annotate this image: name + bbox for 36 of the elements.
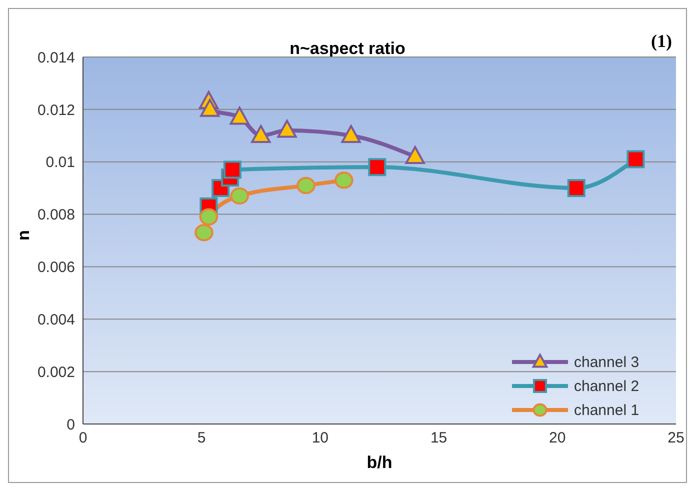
x-tick-label: 25 (668, 430, 684, 447)
y-tick-label: 0.002 (37, 364, 75, 381)
legend-label: channel 1 (574, 402, 640, 418)
point (626, 150, 645, 168)
x-tick-label: 0 (78, 430, 88, 447)
point (230, 187, 249, 205)
legend-label: channel 2 (574, 378, 640, 394)
point (567, 179, 586, 198)
point (341, 125, 361, 144)
x-tick-label: 15 (430, 430, 448, 447)
point (194, 224, 214, 242)
point (230, 106, 250, 125)
y-tick-label: 0.004 (37, 311, 75, 328)
point (277, 120, 297, 138)
y-tick-label: 0 (66, 416, 75, 434)
legend-label: channel 3 (574, 354, 640, 370)
text: (1) (651, 31, 672, 52)
point (251, 125, 271, 144)
point (405, 146, 425, 164)
point (223, 160, 242, 179)
x-axis-title: b/h (366, 453, 392, 472)
point (200, 98, 220, 117)
chart-title: n~aspect ratio (290, 39, 406, 58)
x-tick-label: 5 (197, 430, 206, 447)
y-tick-label: 0.006 (37, 259, 75, 276)
point (296, 176, 316, 194)
x-tick-label: 20 (549, 430, 566, 447)
y-tick-label: 0.012 (37, 102, 75, 119)
point (368, 158, 386, 176)
x-tick-label: 10 (312, 430, 329, 447)
y-axis-title: n (14, 230, 34, 240)
point (199, 208, 218, 226)
y-tick-label: 0.008 (37, 206, 75, 224)
point (334, 172, 354, 189)
y-tick-label: 0.01 (46, 154, 75, 172)
y-tick-label: 0.014 (37, 49, 75, 66)
